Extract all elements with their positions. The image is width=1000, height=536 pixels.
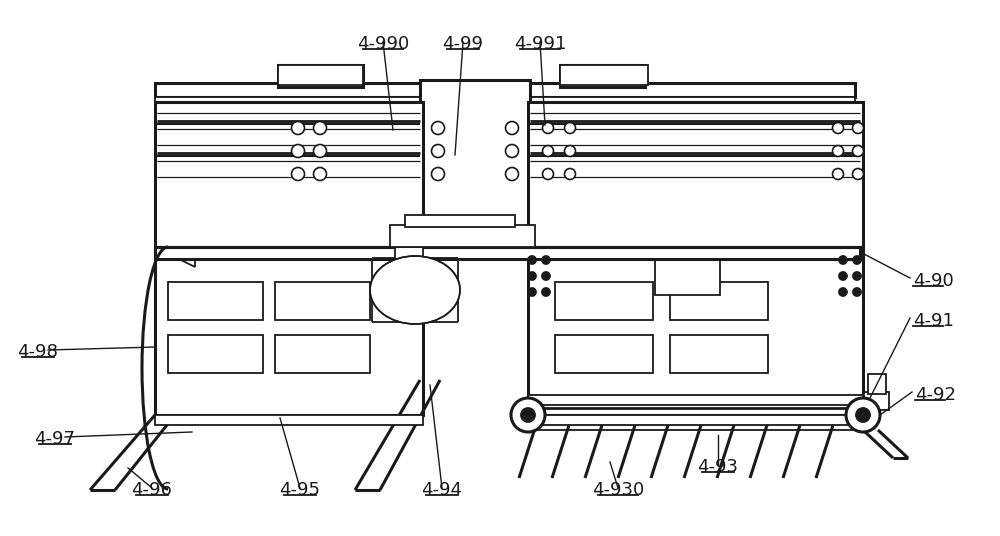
Circle shape [506, 145, 518, 158]
Bar [405, 215, 515, 227]
Text: 4-90: 4-90 [913, 272, 954, 290]
Circle shape [528, 272, 536, 280]
Circle shape [432, 122, 444, 135]
Circle shape [506, 122, 518, 135]
Text: 4-99: 4-99 [442, 35, 484, 53]
Circle shape [542, 256, 550, 264]
Text: 4-92: 4-92 [915, 386, 956, 404]
Circle shape [839, 256, 847, 264]
Text: 4-93: 4-93 [698, 458, 738, 476]
Circle shape [432, 145, 444, 158]
Bar [670, 282, 768, 320]
Text: 4-991: 4-991 [514, 35, 566, 53]
Circle shape [853, 288, 861, 296]
Circle shape [832, 145, 844, 157]
Bar [155, 247, 423, 415]
Circle shape [292, 122, 304, 135]
Circle shape [511, 398, 545, 432]
Bar [528, 247, 863, 415]
Bar [275, 335, 370, 373]
Bar [528, 395, 863, 405]
Circle shape [292, 167, 304, 181]
Circle shape [852, 123, 864, 133]
Circle shape [528, 256, 536, 264]
Bar [155, 83, 855, 97]
Circle shape [314, 122, 326, 135]
Bar [275, 282, 370, 320]
Circle shape [542, 145, 554, 157]
Circle shape [853, 272, 861, 280]
Circle shape [852, 145, 864, 157]
Text: 4-95: 4-95 [280, 481, 320, 499]
Circle shape [506, 167, 518, 181]
Bar [560, 65, 648, 85]
Text: 4-97: 4-97 [34, 430, 76, 448]
Text: 4-96: 4-96 [132, 481, 172, 499]
Bar [528, 102, 863, 248]
Circle shape [542, 123, 554, 133]
Circle shape [542, 288, 550, 296]
Text: 4-930: 4-930 [592, 481, 644, 499]
Circle shape [292, 145, 304, 158]
Text: 4-990: 4-990 [357, 35, 409, 53]
Bar [168, 335, 263, 373]
Circle shape [314, 167, 326, 181]
Bar [670, 335, 768, 373]
Bar [155, 97, 855, 102]
Bar [560, 65, 645, 87]
Circle shape [314, 145, 326, 158]
Bar [528, 415, 863, 425]
Circle shape [564, 123, 576, 133]
Bar [390, 225, 535, 247]
Ellipse shape [370, 256, 460, 324]
Bar [868, 374, 886, 394]
Circle shape [839, 272, 847, 280]
Circle shape [564, 168, 576, 180]
Circle shape [852, 168, 864, 180]
Text: 4-94: 4-94 [422, 481, 462, 499]
Circle shape [856, 408, 870, 422]
Bar [168, 282, 263, 320]
Bar [420, 80, 530, 248]
Bar [864, 392, 889, 410]
Bar [155, 415, 423, 425]
Circle shape [832, 123, 844, 133]
Bar [278, 65, 363, 87]
Text: 4-91: 4-91 [913, 312, 954, 330]
Bar [155, 247, 860, 259]
Circle shape [432, 167, 444, 181]
Circle shape [839, 288, 847, 296]
Circle shape [542, 272, 550, 280]
Text: 4-98: 4-98 [18, 343, 58, 361]
Circle shape [542, 168, 554, 180]
Circle shape [528, 288, 536, 296]
Bar [155, 102, 423, 248]
Bar [278, 65, 363, 85]
Circle shape [564, 145, 576, 157]
Bar [555, 282, 653, 320]
Bar [655, 257, 720, 295]
Circle shape [846, 398, 880, 432]
Circle shape [832, 168, 844, 180]
Circle shape [521, 408, 535, 422]
Circle shape [853, 256, 861, 264]
Bar [555, 335, 653, 373]
Bar [395, 247, 423, 287]
